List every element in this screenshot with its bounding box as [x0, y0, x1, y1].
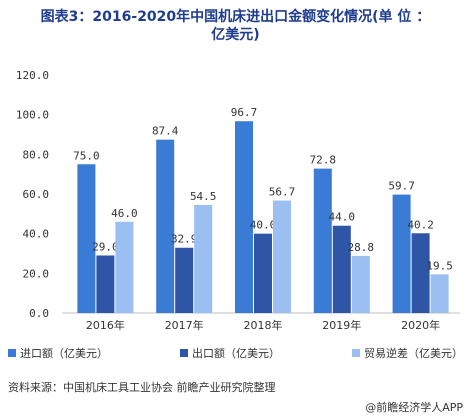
bar-2-0	[115, 221, 134, 313]
data-label-1-2: 40.0	[250, 219, 277, 232]
y-tick-label: 20.0	[23, 267, 50, 280]
x-category-label: 2019年	[322, 318, 361, 332]
legend-swatch-import	[8, 349, 16, 357]
bar-0-2	[235, 121, 253, 313]
y-tick-label: 40.0	[23, 228, 50, 241]
data-label-2-1: 54.5	[190, 190, 217, 203]
bar-1-4	[411, 233, 430, 313]
source-note: 资料来源：中国机床工具工业协会 前瞻产业研究院整理	[8, 381, 276, 394]
x-category-label: 2017年	[165, 318, 204, 332]
bar-2-1	[194, 204, 213, 313]
legend-swatch-export	[180, 349, 188, 357]
bar-0-1	[156, 139, 175, 313]
data-label-1-3: 44.0	[329, 211, 356, 224]
data-label-2-0: 46.0	[111, 207, 138, 220]
bar-1-3	[332, 225, 351, 313]
x-category-label: 2020年	[401, 318, 440, 332]
data-label-2-2: 56.7	[269, 186, 296, 199]
bar-2-4	[430, 274, 449, 313]
brand-credit: @前瞻经济学人APP	[365, 401, 463, 414]
legend-label-deficit: 贸易逆差（亿美元）	[364, 347, 463, 360]
data-label-1-0: 29.0	[92, 240, 119, 253]
legend-item-import: 进口额（亿美元）	[8, 345, 108, 361]
y-tick-label: 0.0	[29, 307, 49, 320]
bar-2-2	[273, 200, 291, 313]
data-label-0-3: 72.8	[310, 154, 337, 167]
bar-1-2	[254, 233, 272, 313]
y-tick-label: 60.0	[23, 188, 50, 201]
legend-label-export: 出口额（亿美元）	[192, 347, 280, 360]
legend-item-export: 出口额（亿美元）	[180, 345, 280, 361]
chart-title: 图表3：2016-2020年中国机床进出口金额变化情况(单 位 ： 亿美元)	[40, 9, 431, 43]
bar-0-3	[313, 168, 332, 313]
data-label-1-1: 32.9	[171, 233, 198, 246]
x-category-label: 2016年	[86, 318, 125, 332]
bar-0-4	[392, 194, 411, 313]
chart-legend: 进口额（亿美元） 出口额（亿美元） 贸易逆差（亿美元）	[8, 345, 463, 361]
data-label-2-4: 19.5	[426, 259, 453, 272]
data-label-1-4: 40.2	[407, 218, 434, 231]
data-label-0-1: 87.4	[152, 125, 179, 138]
data-label-2-3: 28.8	[348, 241, 375, 254]
legend-label-import: 进口额（亿美元）	[20, 347, 108, 360]
data-label-0-2: 96.7	[231, 106, 258, 119]
bar-1-1	[175, 247, 194, 313]
bar-1-0	[96, 255, 115, 313]
y-tick-label: 100.0	[16, 109, 49, 122]
y-tick-label: 120.0	[16, 69, 49, 82]
bar-2-3	[351, 255, 370, 313]
data-label-0-0: 75.0	[73, 149, 100, 162]
x-category-label: 2018年	[244, 318, 283, 332]
legend-item-deficit: 贸易逆差（亿美元）	[352, 345, 463, 361]
bar-0-0	[77, 164, 96, 313]
y-tick-label: 80.0	[23, 148, 50, 161]
legend-swatch-deficit	[352, 349, 360, 357]
data-label-0-4: 59.7	[388, 180, 415, 193]
